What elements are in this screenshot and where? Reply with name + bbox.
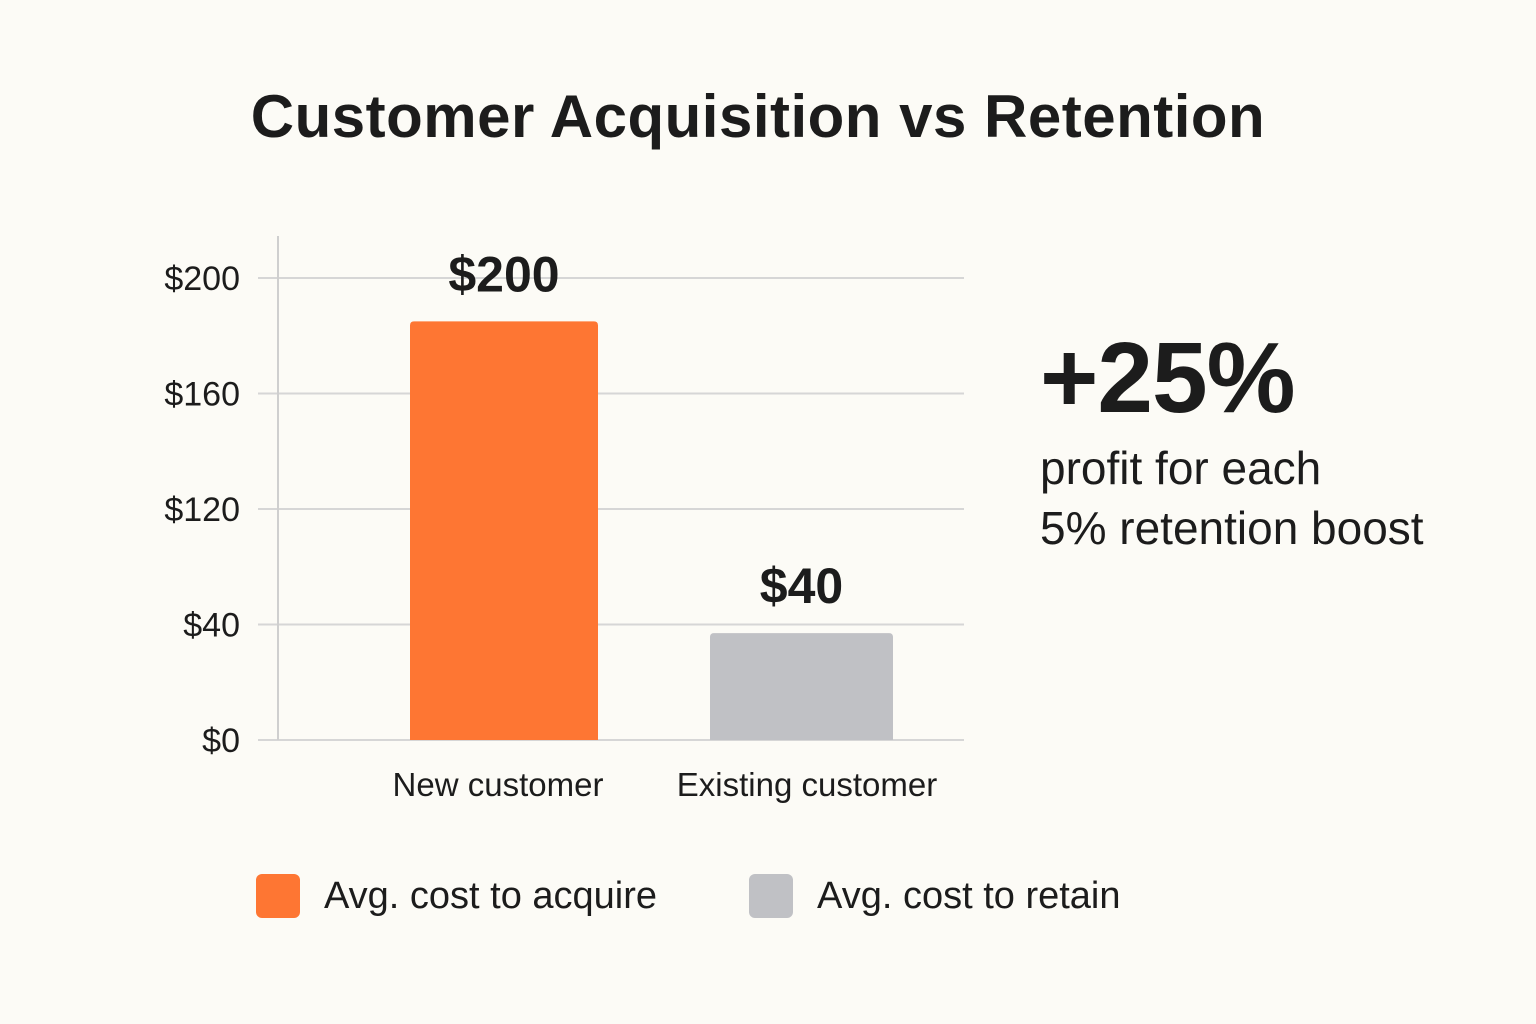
callout-text-line1: profit for each [1040, 442, 1322, 494]
legend-item-retain: Avg. cost to retain [749, 874, 1121, 918]
data-label: $40 [760, 558, 843, 614]
callout-text-line2: 5% retention boost [1040, 502, 1424, 554]
x-category-label: New customer [393, 766, 604, 803]
legend-item-acquire: Avg. cost to acquire [256, 874, 657, 918]
legend-swatch-retain [749, 874, 794, 918]
chart-legend: Avg. cost to acquire Avg. cost to retain [256, 874, 1213, 918]
chart-title: Customer Acquisition vs Retention [250, 83, 1266, 150]
bar-new-customer [410, 321, 598, 740]
profit-callout: +25% profit for each 5% retention boost [1040, 318, 1510, 558]
y-tick-label: $40 [183, 607, 240, 645]
legend-swatch-acquire [256, 874, 300, 918]
data-label: $200 [448, 246, 559, 302]
legend-label-retain: Avg. cost to retain [817, 874, 1121, 917]
legend-label-acquire: Avg. cost to acquire [324, 874, 658, 917]
y-tick-label: $120 [164, 491, 240, 529]
callout-value: +25% [1040, 322, 1296, 434]
y-tick-label: $160 [164, 376, 240, 414]
y-tick-label: $200 [164, 260, 240, 298]
y-tick-label: $0 [202, 722, 240, 760]
x-category-label: Existing customer [677, 766, 937, 803]
bar-existing-customer [710, 633, 893, 740]
